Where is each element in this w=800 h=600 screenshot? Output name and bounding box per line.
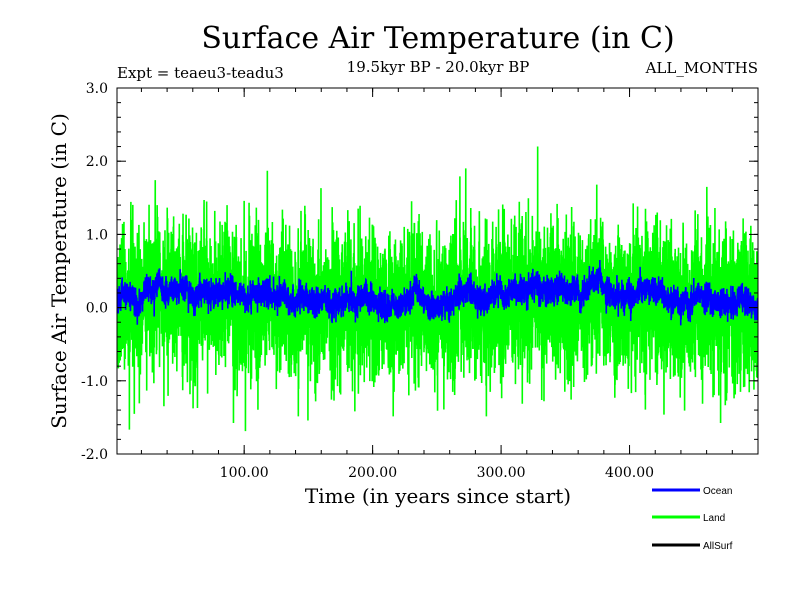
series-ocean-line (117, 260, 758, 326)
y-tick-label: 3.0 (86, 81, 108, 97)
series-land-line (117, 146, 758, 432)
axes-group (116, 87, 759, 455)
months-label: ALL_MONTHS (645, 59, 758, 77)
period-label: 19.5kyr BP - 20.0kyr BP (347, 58, 530, 76)
x-tick-label: 100.00 (220, 465, 269, 481)
y-axis-label: Surface Air Temperature (in C) (47, 113, 71, 429)
x-axis-label: Time (in years since start) (305, 484, 571, 508)
x-tick-label: 300.00 (477, 465, 526, 481)
y-tick-label: -2.0 (81, 447, 108, 463)
y-tick-label: 0.0 (86, 301, 108, 317)
tick-labels-group: -2.0 -1.0 0.0 1.0 2.0 3.0 100.00 200.00 300.00 40… (81, 81, 654, 481)
plot-frame (116, 87, 759, 455)
legend-label-ocean: Ocean (703, 486, 732, 497)
experiment-label: Expt = teaeu3-teadu3 (117, 64, 284, 82)
legend: Ocean Land AllSurf (652, 486, 733, 552)
x-tick-label: 200.00 (348, 465, 397, 481)
legend-label-allsurf: AllSurf (703, 541, 733, 552)
y-tick-label: 1.0 (86, 227, 108, 243)
plot-series-group (117, 146, 758, 432)
legend-label-land: Land (703, 513, 725, 524)
chart-title: Surface Air Temperature (in C) (201, 21, 674, 56)
y-tick-label: -1.0 (81, 374, 108, 390)
y-tick-label: 2.0 (86, 154, 108, 170)
x-tick-label: 400.00 (605, 465, 654, 481)
